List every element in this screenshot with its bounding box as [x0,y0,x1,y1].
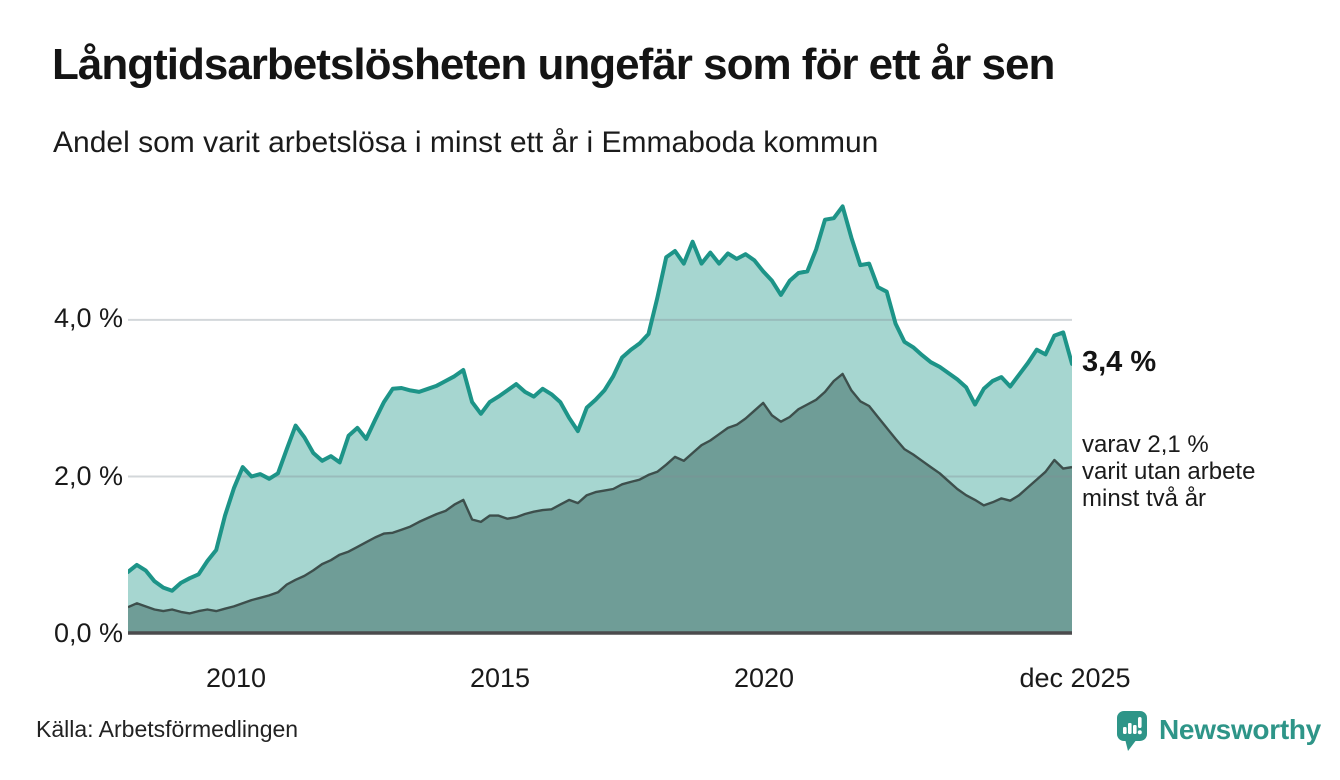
end-value-label-one-year: 3,4 % [1082,346,1157,378]
x-tick-label-dec-2025: dec 2025 [1019,663,1131,693]
newsworthy-logo: Newsworthy [1116,708,1321,760]
x-tick-label-2020: 2020 [733,663,795,693]
area-chart [128,204,1072,635]
line-two-years [128,372,1072,615]
newsworthy-wordmark: Newsworthy [1159,714,1321,745]
end-value-label-two-years: varav 2,1 % varit utan arbete minst två … [1082,431,1256,512]
x-tick-label-2015: 2015 [469,663,531,693]
y-tick-label-0: 0,0 % [53,618,123,648]
y-tick-label-2: 2,0 % [53,461,123,491]
source-note: Källa: Arbetsförmedlingen [36,716,299,742]
x-tick-label-2010: 2010 [205,663,267,693]
area-two-years [128,373,1072,633]
y-tick-label-4: 4,0 % [53,303,123,333]
newsworthy-chart-bubble-icon [1117,711,1147,751]
page-title: Långtidsarbetslösheten ungefär som för e… [52,40,1055,89]
line-one-year [128,204,1072,593]
page-subtitle: Andel som varit arbetslösa i minst ett å… [53,126,879,159]
